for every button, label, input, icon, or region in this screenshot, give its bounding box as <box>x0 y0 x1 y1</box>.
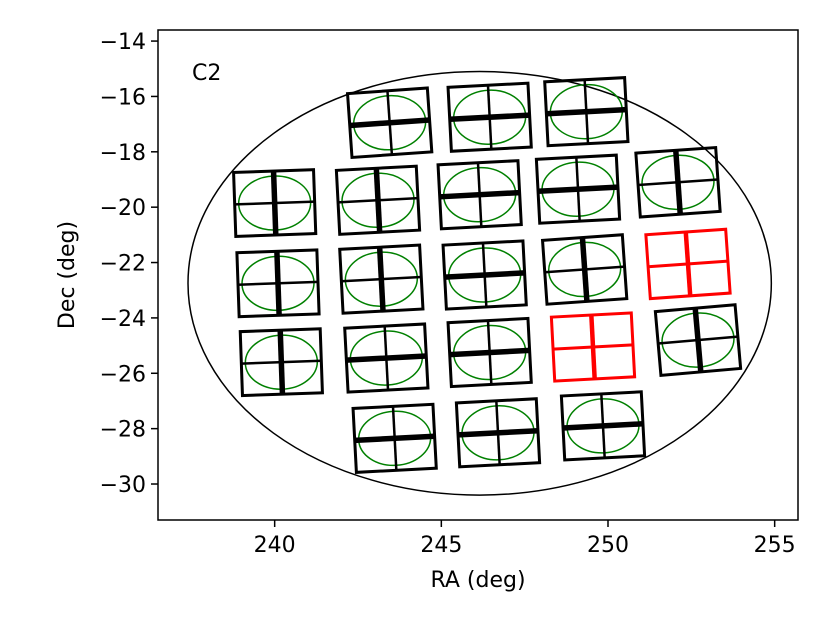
y-tick-label: −18 <box>100 141 146 166</box>
detector-tile <box>653 303 743 378</box>
axes-frame <box>157 29 799 521</box>
tile-cross-vertical <box>673 150 683 215</box>
detector-tile <box>446 316 533 389</box>
x-tick-label: 250 <box>587 533 629 558</box>
detector-tile <box>238 327 324 398</box>
y-tick-label: −16 <box>100 85 146 110</box>
tile-cross-vertical <box>274 251 282 316</box>
tile-cross-vertical <box>270 170 279 236</box>
tile-cross-vertical <box>683 231 693 297</box>
detector-tile <box>446 81 533 153</box>
tile-cross-vertical <box>383 326 390 391</box>
x-axis-label: RA (deg) <box>430 568 525 593</box>
field-of-view-outline <box>187 70 773 496</box>
tile-cross-vertical <box>476 162 483 227</box>
detector-tile <box>351 402 438 474</box>
y-tick-label: −22 <box>100 252 146 277</box>
x-tick-label: 255 <box>754 533 796 558</box>
x-axis: 240 245 250 255 <box>254 520 796 558</box>
detector-tile <box>235 248 321 319</box>
tile-cross-vertical <box>373 168 383 233</box>
detector-tile <box>338 243 425 315</box>
tile-cross-vertical <box>575 157 581 222</box>
plot-area <box>187 70 773 496</box>
detector-tile <box>345 86 434 160</box>
detector-tile <box>549 311 637 383</box>
tile-cross-vertical <box>391 406 398 471</box>
y-tick-label: −26 <box>100 362 146 387</box>
detector-tile <box>441 239 528 311</box>
y-tick-label: −24 <box>100 307 146 332</box>
detector-tile <box>534 153 622 225</box>
tile-cross-vertical <box>589 314 597 380</box>
y-axis: −14 −16 −18 −20 −22 −24 −26 −28 −30 <box>100 30 158 498</box>
tile-cross-vertical <box>600 393 606 458</box>
detector-tile <box>543 76 630 148</box>
y-axis-label: Dec (deg) <box>55 221 80 329</box>
tile-cross-vertical <box>583 79 590 144</box>
detector-tile <box>232 168 318 238</box>
tile-cross-vertical <box>486 85 493 150</box>
detector-tile <box>644 227 732 301</box>
detector-tile <box>343 322 430 394</box>
detector-tile <box>634 145 722 219</box>
tile-cross-vertical <box>495 400 501 465</box>
x-tick-label: 240 <box>254 533 296 558</box>
tile-cross-vertical <box>277 330 286 395</box>
tile-cross-vertical <box>386 90 394 155</box>
detector-tile <box>454 397 542 469</box>
tile-cross-vertical <box>692 307 704 373</box>
y-tick-label: −28 <box>100 418 146 443</box>
tile-cross-vertical <box>481 242 488 308</box>
detector-tile <box>559 390 647 462</box>
y-tick-label: −20 <box>100 196 146 221</box>
y-tick-label: −14 <box>100 30 146 55</box>
y-tick-label: −30 <box>100 473 146 498</box>
detector-tile <box>334 164 422 236</box>
detector-tile <box>436 159 523 231</box>
tile-cross-vertical <box>486 320 493 385</box>
x-tick-label: 245 <box>420 533 462 558</box>
detector-tile <box>540 233 629 306</box>
panel-label: C2 <box>192 61 221 86</box>
tile-cross-vertical <box>376 247 386 312</box>
tile-cross-vertical <box>579 237 590 302</box>
